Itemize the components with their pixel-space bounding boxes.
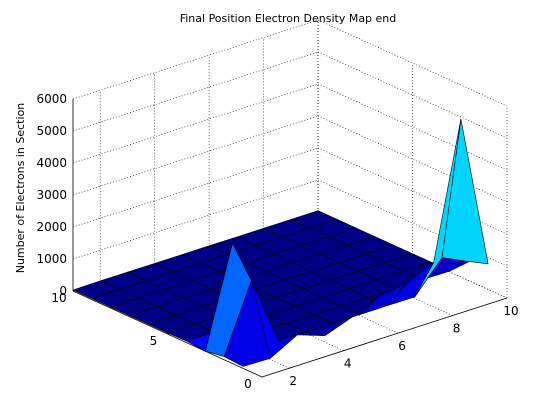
grid-line [72, 51, 319, 132]
x-tick-label: 8 [453, 322, 461, 336]
grid-line [72, 19, 319, 100]
surface-patch [223, 280, 271, 367]
grid-line [72, 83, 319, 164]
grid-line [317, 83, 508, 171]
grid-line [317, 19, 508, 107]
grid-line [72, 115, 319, 196]
x-tick-label: 6 [398, 339, 406, 353]
y-tick-label: 5 [150, 334, 158, 348]
x-tick-label: 10 [503, 304, 518, 318]
z-axis-label: Number of Electrons in Section [14, 103, 27, 274]
z-tick-label: 5000 [36, 124, 67, 138]
z-tick-label: 0 [59, 284, 67, 298]
x-tick-label: 2 [289, 374, 297, 388]
z-tick-label: 2000 [36, 220, 67, 234]
grid-line [72, 179, 319, 260]
chart-title: Final Position Electron Density Map end [180, 12, 397, 25]
z-tick-label: 4000 [36, 156, 67, 170]
z-tick-label: 6000 [36, 92, 67, 106]
y-tick-label: 0 [244, 377, 252, 391]
z-tick-label: 3000 [36, 188, 67, 202]
grid-line [72, 147, 319, 228]
x-axis-line [261, 297, 508, 378]
y-tick-label: 10 [51, 291, 66, 305]
axis-grid [72, 19, 508, 378]
z-tick-label: 1000 [36, 252, 67, 266]
y-axis-line [72, 290, 263, 378]
surface-mesh [72, 118, 489, 367]
x-tick-label: 4 [344, 357, 352, 371]
